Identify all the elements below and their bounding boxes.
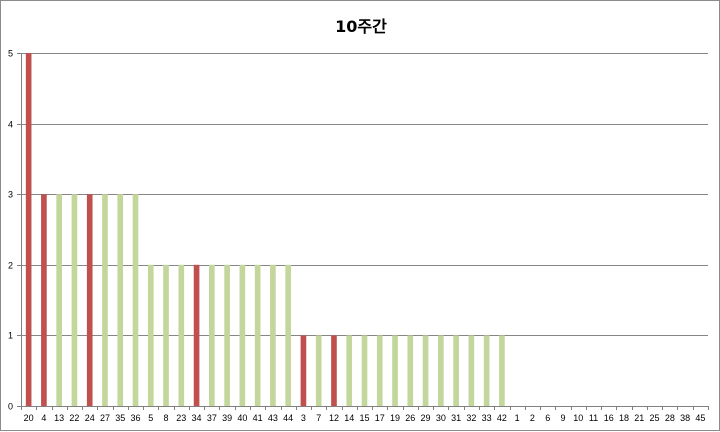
x-axis: 20 4 13 22 24 27 35 36 5 8 23 34 37 39 40 41 43 44 3 7 12 14 1… bbox=[24, 413, 706, 423]
x-tick-label: 16 bbox=[604, 413, 614, 423]
x-tick-label: 4 bbox=[41, 413, 46, 423]
x-tick-label: 35 bbox=[115, 413, 125, 423]
bar-7 bbox=[315, 335, 322, 406]
bar-40 bbox=[239, 264, 246, 406]
bar-22 bbox=[71, 194, 78, 406]
bar-36 bbox=[132, 194, 139, 406]
bar-23 bbox=[178, 264, 185, 406]
x-tick-label: 25 bbox=[650, 413, 660, 423]
y-tick-label: 2 bbox=[8, 261, 13, 271]
x-tick-label: 10 bbox=[573, 413, 583, 423]
bar-8 bbox=[163, 264, 169, 406]
x-tick-label: 27 bbox=[100, 413, 110, 423]
x-tick-label: 3 bbox=[301, 413, 306, 423]
x-tick-label: 21 bbox=[634, 413, 644, 423]
bar-42 bbox=[499, 335, 505, 406]
bar-15 bbox=[361, 335, 368, 406]
x-tick-label: 15 bbox=[359, 413, 369, 423]
bar-33 bbox=[483, 335, 490, 406]
x-tick-label: 41 bbox=[253, 413, 263, 423]
bar-37 bbox=[209, 264, 215, 406]
x-tick-label: 18 bbox=[619, 413, 629, 423]
x-tick-label: 39 bbox=[222, 413, 232, 423]
x-tick-label: 36 bbox=[130, 413, 140, 423]
x-tick-label: 23 bbox=[176, 413, 186, 423]
x-tick-label: 45 bbox=[695, 413, 705, 423]
x-tick-label: 20 bbox=[24, 413, 34, 423]
x-tick-label: 26 bbox=[405, 413, 415, 423]
x-tick-label: 6 bbox=[545, 413, 550, 423]
x-tick-label: 30 bbox=[436, 413, 446, 423]
x-tick-label: 44 bbox=[283, 413, 293, 423]
x-tick-label: 38 bbox=[680, 413, 690, 423]
bar-29 bbox=[422, 335, 429, 406]
x-tick-label: 13 bbox=[54, 413, 64, 423]
x-tick-label: 31 bbox=[451, 413, 461, 423]
x-tick-label: 37 bbox=[207, 413, 217, 423]
bar-14 bbox=[346, 335, 353, 406]
bar-27 bbox=[102, 194, 108, 406]
bar-17 bbox=[376, 335, 383, 406]
x-tick-label: 28 bbox=[665, 413, 675, 423]
bar-19 bbox=[392, 335, 398, 406]
x-tick-label: 12 bbox=[329, 413, 339, 423]
y-tick-label: 3 bbox=[8, 190, 13, 200]
x-tick-label: 40 bbox=[237, 413, 247, 423]
x-tick-label: 1 bbox=[515, 413, 520, 423]
x-tick-label: 14 bbox=[344, 413, 354, 423]
bars bbox=[25, 53, 505, 406]
x-tick-label: 2 bbox=[530, 413, 535, 423]
bar-43 bbox=[270, 264, 276, 406]
x-tick-label: 22 bbox=[69, 413, 79, 423]
bar-20 bbox=[25, 53, 32, 406]
x-tick-label: 43 bbox=[268, 413, 278, 423]
x-tick-label: 33 bbox=[482, 413, 492, 423]
x-tick-label: 29 bbox=[421, 413, 431, 423]
bar-26 bbox=[407, 335, 414, 406]
x-tick-label: 5 bbox=[148, 413, 153, 423]
y-tick-label: 1 bbox=[8, 331, 13, 341]
bar-35 bbox=[117, 194, 124, 406]
x-tick-label: 24 bbox=[85, 413, 95, 423]
x-tick-label: 9 bbox=[560, 413, 565, 423]
x-tick-label: 42 bbox=[497, 413, 507, 423]
bar-32 bbox=[468, 335, 475, 406]
bar-3 bbox=[300, 335, 307, 406]
x-tick-label: 11 bbox=[589, 413, 598, 423]
x-tick-label: 34 bbox=[192, 413, 202, 423]
y-tick-label: 0 bbox=[8, 402, 13, 412]
bar-4 bbox=[41, 194, 47, 406]
bar-24 bbox=[86, 194, 93, 406]
bar-31 bbox=[453, 335, 459, 406]
bar-12 bbox=[331, 335, 337, 406]
x-tick-label: 32 bbox=[466, 413, 476, 423]
bar-44 bbox=[285, 264, 291, 406]
y-tick-label: 4 bbox=[8, 120, 13, 130]
y-tick-label: 5 bbox=[8, 49, 13, 59]
bar-41 bbox=[254, 264, 261, 406]
x-tick-label: 17 bbox=[375, 413, 385, 423]
x-tick-label: 19 bbox=[390, 413, 400, 423]
x-tick-label: 8 bbox=[164, 413, 169, 423]
chart-title: 10주간 bbox=[335, 17, 387, 36]
bar-39 bbox=[224, 264, 230, 406]
bar-34 bbox=[193, 264, 200, 406]
y-axis: 0 1 2 3 4 5 bbox=[8, 49, 13, 412]
bar-13 bbox=[56, 194, 62, 406]
x-tick-label: 7 bbox=[316, 413, 321, 423]
bar-30 bbox=[438, 335, 444, 406]
bar-5 bbox=[147, 264, 154, 406]
